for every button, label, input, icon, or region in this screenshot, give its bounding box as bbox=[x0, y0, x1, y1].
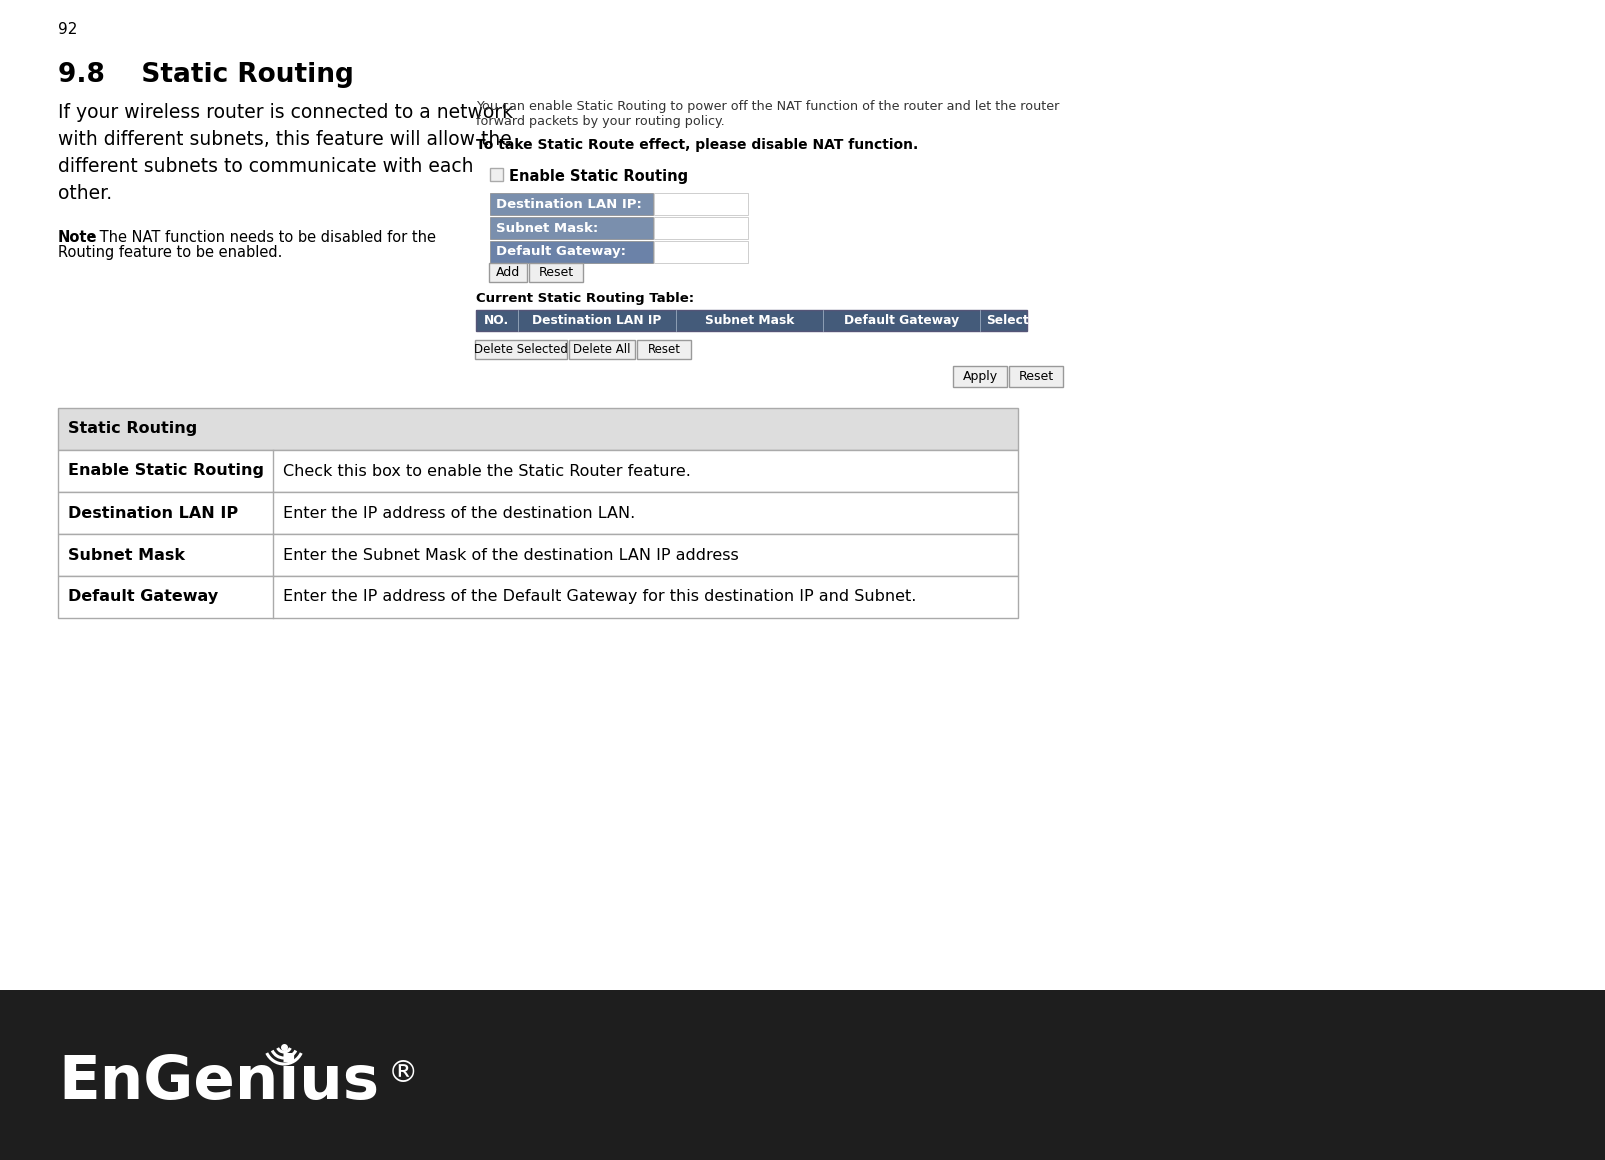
Text: other.: other. bbox=[58, 184, 112, 203]
Text: Delete All: Delete All bbox=[573, 343, 631, 356]
Text: 92: 92 bbox=[58, 22, 77, 37]
Text: Default Gateway: Default Gateway bbox=[67, 589, 218, 604]
Text: Subnet Mask:: Subnet Mask: bbox=[496, 222, 599, 234]
FancyBboxPatch shape bbox=[952, 367, 1006, 387]
Text: Current Static Routing Table:: Current Static Routing Table: bbox=[475, 292, 693, 305]
Text: Destination LAN IP: Destination LAN IP bbox=[531, 314, 661, 327]
Text: EnGenius: EnGenius bbox=[58, 1053, 379, 1112]
FancyBboxPatch shape bbox=[58, 534, 1018, 577]
FancyBboxPatch shape bbox=[475, 340, 567, 358]
Text: Subnet Mask: Subnet Mask bbox=[705, 314, 794, 327]
FancyBboxPatch shape bbox=[58, 577, 1018, 618]
FancyBboxPatch shape bbox=[653, 217, 748, 239]
FancyBboxPatch shape bbox=[568, 340, 634, 358]
FancyBboxPatch shape bbox=[488, 263, 526, 282]
Text: You can enable Static Routing to power off the NAT function of the router and le: You can enable Static Routing to power o… bbox=[475, 100, 1059, 113]
Text: Reset: Reset bbox=[538, 266, 573, 280]
Text: Default Gateway:: Default Gateway: bbox=[496, 246, 626, 259]
FancyBboxPatch shape bbox=[0, 989, 1605, 1160]
FancyBboxPatch shape bbox=[490, 193, 653, 215]
Text: Enter the IP address of the Default Gateway for this destination IP and Subnet.: Enter the IP address of the Default Gate… bbox=[282, 589, 916, 604]
Text: Add: Add bbox=[496, 266, 520, 280]
FancyBboxPatch shape bbox=[490, 168, 502, 181]
Text: Select: Select bbox=[985, 314, 1029, 327]
Text: Enable Static Routing: Enable Static Routing bbox=[509, 169, 687, 184]
Text: NO.: NO. bbox=[485, 314, 509, 327]
Text: Note: Note bbox=[58, 230, 98, 245]
Text: forward packets by your routing policy.: forward packets by your routing policy. bbox=[475, 115, 724, 128]
Text: Apply: Apply bbox=[961, 370, 997, 383]
Text: Destination LAN IP:: Destination LAN IP: bbox=[496, 197, 642, 210]
FancyBboxPatch shape bbox=[58, 450, 1018, 492]
Text: Check this box to enable the Static Router feature.: Check this box to enable the Static Rout… bbox=[282, 464, 690, 478]
FancyBboxPatch shape bbox=[637, 340, 690, 358]
FancyBboxPatch shape bbox=[1008, 367, 1063, 387]
Text: Subnet Mask: Subnet Mask bbox=[67, 548, 185, 563]
Text: ®: ® bbox=[388, 1058, 419, 1088]
Text: : The NAT function needs to be disabled for the: : The NAT function needs to be disabled … bbox=[90, 230, 435, 245]
FancyBboxPatch shape bbox=[58, 408, 1018, 450]
FancyBboxPatch shape bbox=[58, 492, 1018, 534]
Text: Reset: Reset bbox=[647, 343, 681, 356]
Text: with different subnets, this feature will allow the: with different subnets, this feature wil… bbox=[58, 130, 512, 148]
FancyBboxPatch shape bbox=[653, 193, 748, 215]
Text: Routing feature to be enabled.: Routing feature to be enabled. bbox=[58, 245, 282, 260]
FancyBboxPatch shape bbox=[490, 217, 653, 239]
Text: If your wireless router is connected to a network: If your wireless router is connected to … bbox=[58, 103, 514, 122]
Text: Enable Static Routing: Enable Static Routing bbox=[67, 464, 263, 478]
Text: Default Gateway: Default Gateway bbox=[843, 314, 958, 327]
Text: Enter the IP address of the destination LAN.: Enter the IP address of the destination … bbox=[282, 506, 636, 521]
Text: different subnets to communicate with each: different subnets to communicate with ea… bbox=[58, 157, 473, 176]
Text: Destination LAN IP: Destination LAN IP bbox=[67, 506, 238, 521]
Text: Enter the Subnet Mask of the destination LAN IP address: Enter the Subnet Mask of the destination… bbox=[282, 548, 738, 563]
Text: Delete Selected: Delete Selected bbox=[473, 343, 568, 356]
Text: Reset: Reset bbox=[1018, 370, 1053, 383]
Text: To take Static Route effect, please disable NAT function.: To take Static Route effect, please disa… bbox=[475, 138, 918, 152]
FancyBboxPatch shape bbox=[475, 310, 1026, 331]
Text: 9.8    Static Routing: 9.8 Static Routing bbox=[58, 61, 353, 88]
Text: Static Routing: Static Routing bbox=[67, 421, 197, 436]
FancyBboxPatch shape bbox=[528, 263, 583, 282]
FancyBboxPatch shape bbox=[653, 241, 748, 263]
FancyBboxPatch shape bbox=[490, 241, 653, 263]
